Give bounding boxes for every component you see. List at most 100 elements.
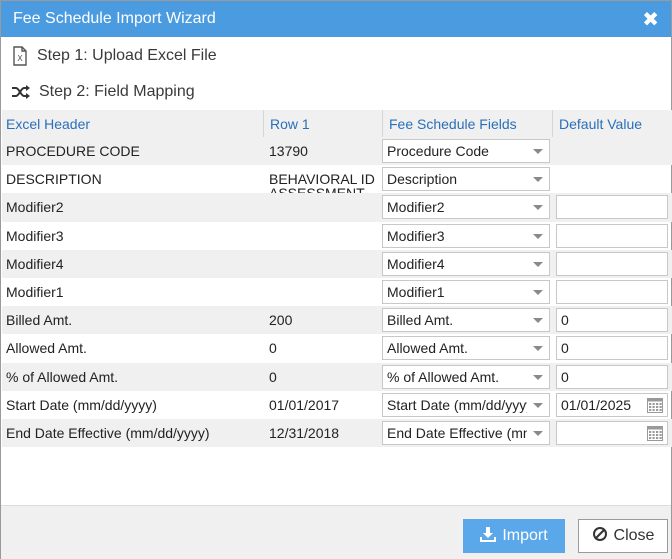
row1-value-cell: 13790 (269, 143, 308, 160)
column-header-excel-header: Excel Header (6, 115, 91, 132)
row1-value-cell: 12/31/2018 (269, 424, 340, 441)
excel-header-cell: Modifier4 (6, 255, 64, 272)
table-row: PROCEDURE CODE 13790 Procedure Code (2, 137, 672, 166)
input-value: 0 (561, 368, 569, 385)
input-value: 0 (561, 340, 569, 357)
input-value: 01/01/2025 (561, 396, 632, 413)
default-value-cell (556, 419, 670, 447)
chevron-down-icon (533, 290, 543, 296)
column-header-row1: Row 1 (263, 110, 373, 137)
row1-value-cell (269, 278, 379, 306)
column-header-fee-schedule-fields: Fee Schedule Fields (382, 110, 552, 137)
row1-value-cell: 0 (269, 368, 277, 385)
chevron-down-icon (533, 402, 543, 408)
import-label: Import (502, 527, 548, 544)
default-value-cell (556, 278, 670, 306)
excel-header-cell: DESCRIPTION (6, 171, 102, 188)
select-value: Modifier2 (387, 199, 445, 216)
default-value-input[interactable]: 0 (556, 308, 668, 333)
default-value-cell: 01/01/2025 (556, 391, 670, 419)
column-header-default-value: Default Value (552, 110, 666, 137)
close-x-icon[interactable]: ✖ (642, 7, 659, 31)
default-date-input[interactable] (556, 420, 668, 445)
table-row: Start Date (mm/dd/yyyy) 01/01/2017 Start D… (2, 391, 672, 419)
fee-schedule-field-select[interactable]: End Date Effective (mm/dd/yyyy) (382, 420, 550, 445)
fee-schedule-field-select[interactable]: Modifier3 (382, 223, 550, 248)
fee-schedule-field-cell: End Date Effective (mm/dd/yyyy) (382, 419, 552, 447)
default-value-input[interactable] (556, 251, 668, 276)
default-value-input[interactable] (556, 223, 668, 248)
default-value-cell: 0 (556, 363, 670, 391)
default-value-cell (556, 193, 670, 221)
row1-value-cell (269, 193, 379, 221)
fee-schedule-field-select[interactable]: Modifier2 (382, 195, 550, 220)
default-value-input[interactable]: 0 (556, 364, 668, 389)
default-value-cell (556, 165, 670, 193)
table-header-row: Excel Header Row 1 Fee Schedule Fields D… (2, 110, 672, 137)
chevron-down-icon (533, 149, 543, 155)
fee-schedule-field-cell: Billed Amt. (382, 306, 552, 334)
table-row: Modifier2 Modifier2 (2, 193, 672, 222)
row1-value-cell: BEHAVIORAL ID ASSESSMENT (269, 171, 375, 194)
field-mapping-table: Excel Header Row 1 Fee Schedule Fields D… (2, 110, 672, 448)
chevron-down-icon (533, 318, 543, 324)
ban-icon (592, 526, 608, 547)
row1-value-cell: 0 (269, 340, 277, 357)
chevron-down-icon (533, 374, 543, 380)
shuffle-icon (11, 84, 31, 100)
fee-schedule-field-select[interactable]: Modifier4 (382, 251, 550, 276)
import-button[interactable]: Import (463, 519, 565, 553)
table-row: Billed Amt. 200 Billed Amt. 0 (2, 306, 672, 335)
step-field-mapping[interactable]: Step 2: Field Mapping (11, 80, 195, 104)
table-row: % of Allowed Amt. 0 % of Allowed Amt. 0 (2, 362, 672, 391)
fee-schedule-field-select[interactable]: Allowed Amt. (382, 336, 550, 361)
chevron-down-icon (533, 205, 543, 211)
fee-schedule-field-select[interactable]: Procedure Code (382, 139, 550, 164)
default-value-cell (556, 222, 670, 250)
step-label: Step 2: Field Mapping (39, 83, 195, 100)
fee-schedule-field-select[interactable]: % of Allowed Amt. (382, 364, 550, 389)
fee-schedule-field-cell: % of Allowed Amt. (382, 363, 552, 391)
svg-text:X: X (17, 54, 23, 63)
select-value: Procedure Code (387, 143, 489, 160)
dialog-footer: Import Close (1, 505, 671, 559)
default-value-cell: 0 (556, 334, 670, 362)
excel-header-cell: Allowed Amt. (6, 340, 87, 357)
fee-schedule-field-select[interactable]: Modifier1 (382, 280, 550, 305)
chevron-down-icon (533, 177, 543, 183)
default-value-input[interactable] (556, 280, 668, 305)
excel-header-cell: PROCEDURE CODE (6, 143, 140, 160)
excel-header-cell: Modifier1 (6, 284, 64, 301)
row1-value-cell (269, 222, 379, 250)
calendar-icon[interactable] (647, 397, 663, 416)
table-row: Modifier1 Modifier1 (2, 278, 672, 306)
fee-schedule-field-select[interactable]: Start Date (mm/dd/yyyy) (382, 392, 550, 417)
default-value-input[interactable]: 0 (556, 336, 668, 361)
fee-schedule-field-cell: Modifier1 (382, 278, 552, 306)
excel-file-icon: X (11, 46, 29, 66)
table-row: DESCRIPTION BEHAVIORAL ID ASSESSMENT Descr… (2, 165, 672, 193)
chevron-down-icon (533, 430, 543, 436)
default-date-input[interactable]: 01/01/2025 (556, 392, 668, 417)
fee-schedule-field-cell: Modifier4 (382, 250, 552, 278)
fee-schedule-field-select[interactable]: Description (382, 167, 550, 192)
excel-header-cell: Billed Amt. (6, 312, 73, 329)
row1-value-cell: 200 (269, 312, 293, 329)
row1-value-cell: 01/01/2017 (269, 396, 340, 413)
select-value: Modifier1 (387, 284, 445, 301)
fee-schedule-field-select[interactable]: Billed Amt. (382, 308, 550, 333)
close-button[interactable]: Close (578, 519, 668, 553)
fee-schedule-field-cell: Modifier3 (382, 222, 552, 250)
excel-header-cell: End Date Effective (mm/dd/yyyy) (6, 424, 210, 441)
chevron-down-icon (533, 261, 543, 267)
default-value-input[interactable] (556, 195, 668, 220)
step-upload[interactable]: X Step 1: Upload Excel File (11, 44, 217, 68)
excel-header-cell: Modifier2 (6, 199, 64, 216)
table-row: Modifier4 Modifier4 (2, 249, 672, 278)
fee-schedule-field-cell: Modifier2 (382, 193, 552, 221)
chevron-down-icon (533, 346, 543, 352)
dialog-title: Fee Schedule Import Wizard (13, 10, 216, 27)
excel-header-cell: Modifier3 (6, 227, 64, 244)
calendar-icon[interactable] (647, 425, 663, 444)
